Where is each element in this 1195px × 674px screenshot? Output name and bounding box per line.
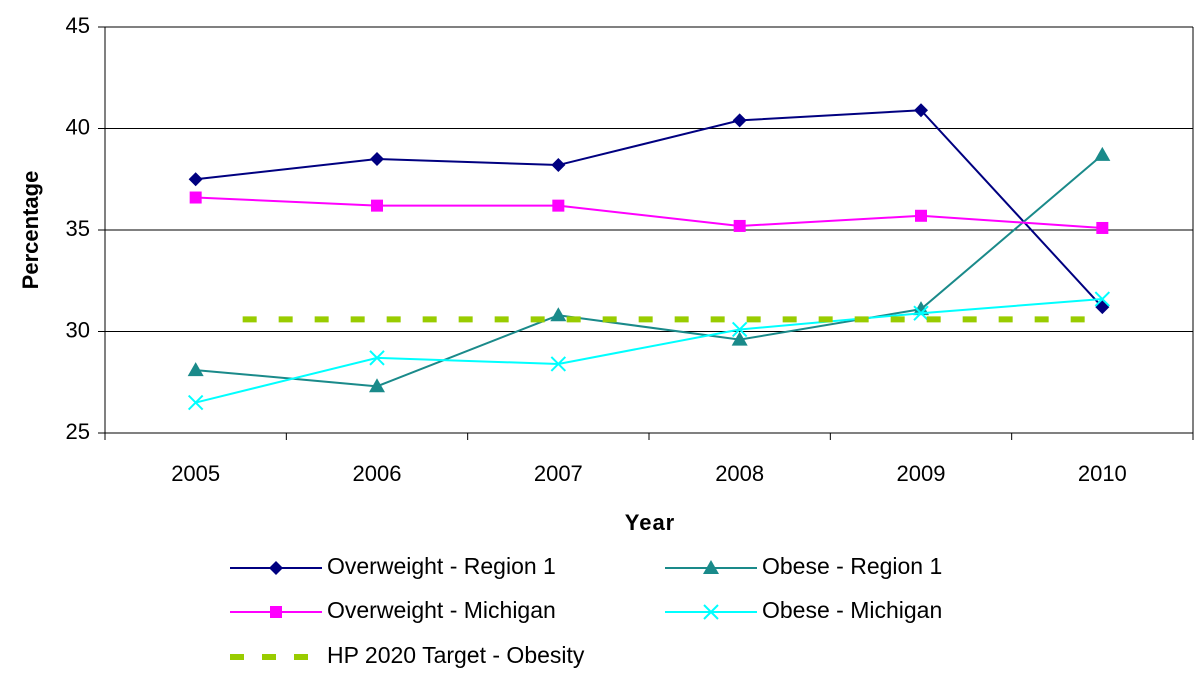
x-tick-label: 2006 (353, 461, 402, 486)
y-tick-label: 35 (66, 216, 90, 241)
data-point (550, 307, 567, 322)
legend-label: Obese - Michigan (762, 597, 942, 623)
data-point (187, 362, 204, 377)
legend-marker (703, 604, 719, 620)
series-line (195, 154, 1103, 388)
y-tick-label: 45 (66, 13, 90, 38)
data-point (1096, 221, 1109, 234)
data-point (1094, 146, 1111, 161)
data-point (550, 356, 567, 372)
data-point (369, 378, 385, 393)
x-tick-label: 2009 (897, 461, 946, 486)
data-point (733, 219, 746, 232)
data-point (1094, 291, 1111, 307)
data-point (369, 350, 385, 366)
x-tick-label: 2005 (171, 461, 220, 486)
x-axis-label: Year (625, 510, 676, 535)
data-point (914, 103, 928, 118)
data-point (552, 199, 565, 212)
legend-label: Overweight - Region 1 (327, 553, 556, 579)
legend-marker (269, 561, 283, 575)
y-tick-label: 30 (66, 317, 90, 342)
legend-marker (270, 606, 282, 618)
series-line (195, 196, 1103, 229)
data-point (913, 301, 929, 316)
x-tick-label: 2010 (1078, 461, 1127, 486)
data-point (188, 172, 203, 187)
data-point (731, 321, 748, 338)
data-point (732, 113, 747, 128)
legend-label: HP 2020 Target - Obesity (327, 642, 585, 668)
x-tick-label: 2007 (534, 461, 583, 486)
data-point (187, 394, 204, 411)
series-line (195, 109, 1104, 308)
data-point (370, 151, 384, 166)
data-point (371, 199, 383, 212)
data-point (551, 158, 566, 173)
data-point (915, 209, 927, 222)
legend-label: Overweight - Michigan (327, 597, 556, 623)
data-point (913, 305, 929, 321)
x-tick-label: 2008 (715, 461, 764, 486)
legend-label: Obese - Region 1 (762, 553, 942, 579)
y-tick-label: 40 (66, 114, 90, 139)
y-axis-label: Percentage (18, 171, 43, 290)
data-point (189, 191, 202, 204)
y-tick-label: 25 (66, 419, 90, 444)
legend-marker (703, 560, 719, 574)
data-point (731, 331, 748, 346)
series-line (195, 298, 1103, 404)
